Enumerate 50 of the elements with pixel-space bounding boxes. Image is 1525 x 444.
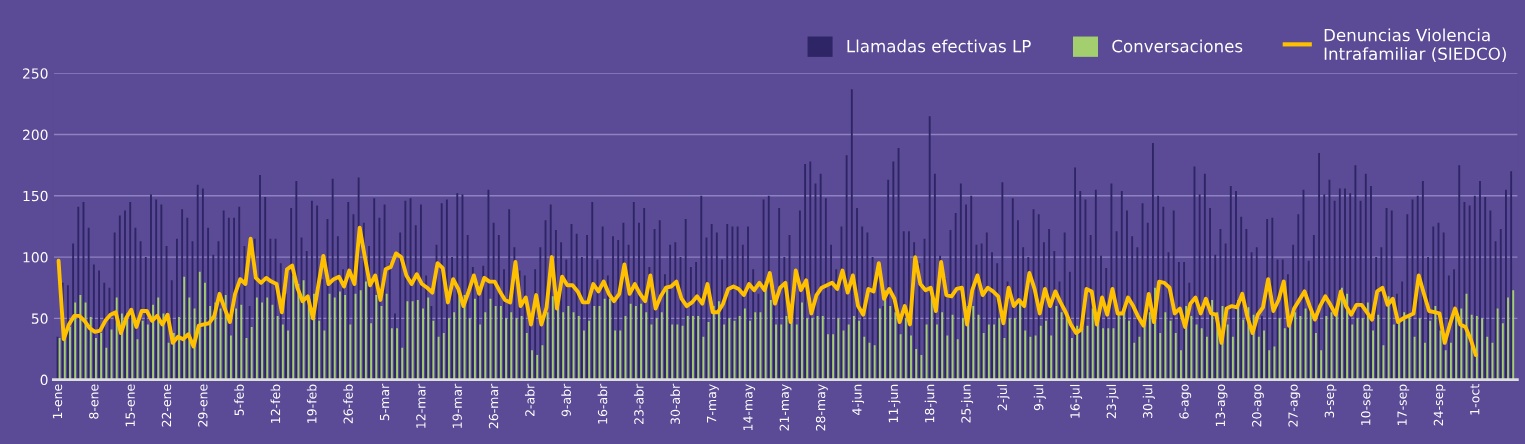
- x-tick-label: 15-ene: [125, 384, 135, 427]
- x-tick-label: 10-sep: [1360, 384, 1373, 425]
- x-tick-label: 4-jun: [852, 384, 865, 415]
- x-tick-label: 23-jul: [1106, 384, 1119, 419]
- x-tick-label: 29-ene: [198, 384, 208, 427]
- x-tick-label: 8-ene: [89, 384, 99, 419]
- x-tick-label: 17-sep: [1397, 384, 1410, 425]
- x-tick-label: 9-jul: [1033, 384, 1046, 411]
- x-tick-label: 30-jul: [1142, 384, 1155, 419]
- x-tick-label: 26-mar: [488, 383, 499, 429]
- x-tick-label: 2-jul: [997, 384, 1010, 411]
- x-tick-label: 2-abr: [524, 383, 535, 417]
- x-tick-label: 13-ago: [1215, 384, 1228, 427]
- x-tick-label: 19-mar: [452, 383, 462, 428]
- x-tick-label: 16-jul: [1070, 384, 1083, 418]
- x-tick-label: 5-mar: [379, 383, 390, 421]
- x-tick-label: 25-jun: [961, 384, 974, 423]
- x-tick-label: 12-feb: [270, 384, 281, 423]
- x-tick-label: 21-may: [779, 384, 792, 431]
- y-tick-label: 150: [23, 190, 48, 202]
- line-series: [56, 225, 1478, 358]
- x-tick-label: 1-ene: [52, 384, 63, 419]
- x-tick-label: 14-may: [743, 384, 756, 431]
- x-tick-label: 1-oct: [1470, 384, 1480, 415]
- x-tick-label: 24-sep: [1433, 384, 1446, 426]
- x-tick-label: 27-ago: [1288, 384, 1301, 427]
- x-tick-label: 16-abr: [597, 383, 608, 424]
- x-tick-label: 7-may: [707, 384, 719, 423]
- y-tick-label: 50: [31, 313, 48, 324]
- x-tick-label: 3-sep: [1324, 384, 1337, 418]
- legend-label: Llamadas efectivas LP: [847, 39, 1031, 53]
- x-tick-label: 20-ago: [1251, 384, 1264, 427]
- x-tick-label: 19-feb: [306, 384, 317, 423]
- x-tick-label: 22-ene: [161, 384, 172, 427]
- x-tick-label: 11-jun: [888, 384, 901, 423]
- y-tick-label: 250: [23, 68, 48, 79]
- x-tick-label: 5-feb: [234, 384, 244, 416]
- legend-label: Conversaciones: [1112, 39, 1243, 53]
- x-tick-label: 30-abr: [670, 383, 680, 424]
- y-tick-label: 0: [40, 374, 48, 386]
- x-tick-label: 28-may: [815, 384, 828, 431]
- y-tick-label: 200: [23, 129, 48, 141]
- x-tick-label: 18-jun: [924, 384, 937, 423]
- legend-label: Denuncias Violencia Intrafamiliar (SIEDCO): [1324, 28, 1506, 62]
- x-tick-label: 26-feb: [343, 384, 353, 424]
- x-tick-label: 6-ago: [1179, 384, 1192, 419]
- x-tick-label: 23-abr: [633, 383, 644, 425]
- x-tick-label: 9-abr: [561, 383, 571, 417]
- x-tick-label: 12-mar: [416, 383, 426, 428]
- y-tick-label: 100: [23, 252, 48, 263]
